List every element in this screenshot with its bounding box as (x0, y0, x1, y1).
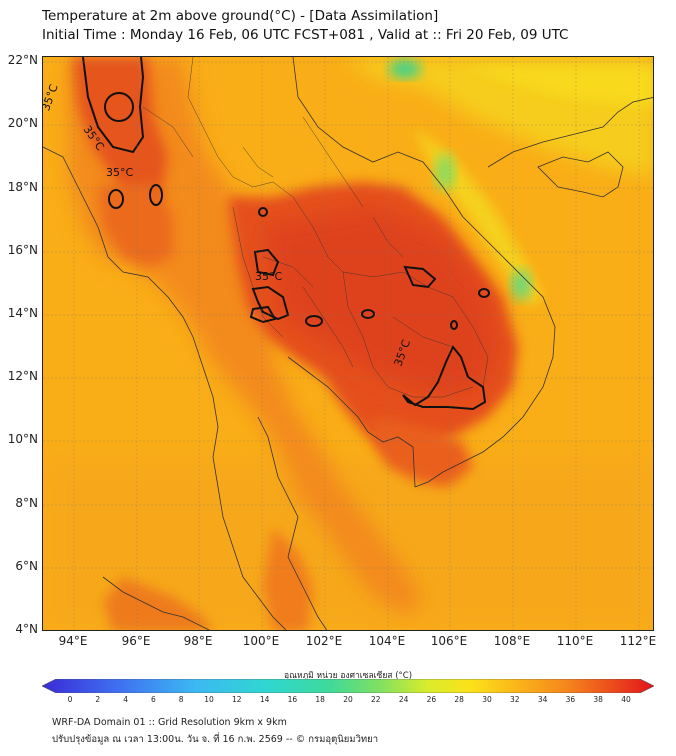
colorbar (42, 679, 654, 693)
colorbar-tick-label: 32 (510, 695, 520, 704)
lat-label: 6°N (15, 559, 38, 573)
colorbar-tick-label: 10 (204, 695, 214, 704)
contour-label: 35°C (255, 270, 282, 283)
chart-subtitle: Initial Time : Monday 16 Feb, 06 UTC FCS… (42, 27, 569, 43)
lat-label: 4°N (15, 622, 38, 636)
temperature-map[interactable]: 35°C 35°C 35°C 35°C 35°C (42, 56, 654, 631)
lat-label: 22°N (7, 53, 38, 67)
lon-label: 108°E (493, 634, 531, 648)
colorbar-tick-label: 16 (287, 695, 298, 704)
lon-label: 106°E (430, 634, 468, 648)
colorbar-tick-label: 12 (232, 695, 242, 704)
colorbar-tick-label: 28 (454, 695, 464, 704)
lat-label: 8°N (15, 496, 38, 510)
lat-label: 16°N (7, 243, 38, 257)
lon-label: 96°E (121, 634, 151, 648)
lon-label: 110°E (556, 634, 594, 648)
lon-label: 94°E (58, 634, 88, 648)
lon-label: 112°E (619, 634, 657, 648)
border-layer (142, 57, 489, 398)
contour-35c-layer (82, 57, 490, 411)
chart-title: Temperature at 2m above ground(°C) - [Da… (42, 8, 439, 24)
lon-label: 102°E (305, 634, 343, 648)
cold-spot (389, 60, 421, 78)
footer-grid-info: WRF-DA Domain 01 :: Grid Resolution 9km … (52, 717, 287, 728)
lon-label: 104°E (368, 634, 406, 648)
lat-label: 10°N (7, 432, 38, 446)
colorbar-tick-label: 0 (67, 695, 73, 704)
lat-label: 18°N (7, 180, 38, 194)
colorbar-tick-label: 20 (343, 695, 353, 704)
coastline-layer (43, 57, 653, 630)
lat-label: 12°N (7, 369, 38, 383)
colorbar-tick-label: 2 (95, 695, 101, 704)
colorbar-tick-label: 8 (178, 695, 184, 704)
colorbar-tick-label: 18 (315, 695, 325, 704)
colorbar-tick-label: 6 (151, 695, 156, 704)
lat-label: 14°N (7, 306, 38, 320)
colorbar-tick-label: 40 (621, 695, 631, 704)
colorbar-tick-label: 36 (565, 695, 576, 704)
footer-update-info: ปรับปรุงข้อมูล ณ เวลา 13:00น. วัน จ. ที่… (52, 734, 379, 745)
colorbar-tick-label: 38 (593, 695, 603, 704)
colorbar-tick-label: 30 (482, 695, 492, 704)
colorbar-tick-label: 22 (371, 695, 381, 704)
colorbar-tick-label: 14 (259, 695, 270, 704)
colorbar-tick-label: 4 (123, 695, 128, 704)
map-canvas: 35°C 35°C 35°C 35°C 35°C (43, 57, 653, 630)
lat-label: 20°N (7, 116, 38, 130)
colorbar-tick-label: 24 (398, 695, 409, 704)
lon-label: 100°E (242, 634, 280, 648)
gridlines (43, 57, 653, 630)
colorbar-title: อุณหภูมิ หน่วย องศาเซลเซียส (°C) (283, 671, 413, 681)
colorbar-tick-label: 26 (426, 695, 437, 704)
lon-label: 98°E (183, 634, 213, 648)
contour-label: 35°C (106, 166, 133, 179)
colorbar-tick-label: 34 (537, 695, 548, 704)
